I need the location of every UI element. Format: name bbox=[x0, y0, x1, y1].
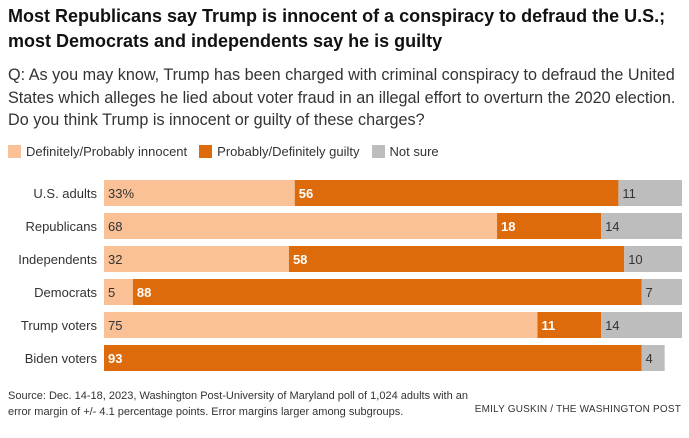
bar-innocent-democrats bbox=[104, 279, 133, 305]
data-label-innocent-u-s-adults: 33% bbox=[108, 186, 134, 201]
category-label-u-s-adults: U.S. adults bbox=[33, 186, 97, 201]
data-label-innocent-democrats: 5 bbox=[108, 285, 115, 300]
source-note: Source: Dec. 14-18, 2023, Washington Pos… bbox=[8, 390, 469, 418]
bar-innocent-u-s-adults bbox=[104, 180, 295, 206]
data-label-guilty-trump-voters: 11 bbox=[542, 318, 556, 333]
data-label-innocent-trump-voters: 75 bbox=[108, 318, 122, 333]
bar-guilty-republicans bbox=[497, 213, 602, 239]
legend-item-innocent: Definitely/Probably innocent bbox=[8, 144, 187, 159]
credit-line: EMILY GUSKIN / THE WASHINGTON POST bbox=[474, 404, 681, 415]
bar-not-sure-independents bbox=[624, 246, 682, 272]
data-label-guilty-u-s-adults: 56 bbox=[299, 186, 313, 201]
bar-guilty-u-s-adults bbox=[294, 180, 619, 206]
data-label-not-sure-republicans: 14 bbox=[605, 219, 619, 234]
data-label-guilty-republicans: 18 bbox=[501, 219, 515, 234]
bar-guilty-independents bbox=[288, 246, 625, 272]
legend-item-not-sure: Not sure bbox=[371, 143, 439, 159]
bar-innocent-trump-voters bbox=[104, 312, 538, 338]
legend-swatch-not-sure bbox=[371, 144, 385, 158]
data-label-not-sure-independents: 10 bbox=[628, 252, 642, 267]
bar-not-sure-democrats bbox=[641, 279, 682, 305]
bar-not-sure-trump-voters bbox=[601, 312, 682, 338]
data-label-not-sure-democrats: 7 bbox=[646, 285, 653, 300]
data-label-not-sure-biden-voters: 4 bbox=[646, 351, 653, 366]
data-label-innocent-independents: 32 bbox=[108, 252, 122, 267]
data-label-not-sure-trump-voters: 14 bbox=[605, 318, 619, 333]
data-label-guilty-democrats: 88 bbox=[137, 285, 151, 300]
data-label-guilty-biden-voters: 93 bbox=[108, 351, 122, 366]
bar-not-sure-u-s-adults bbox=[618, 180, 682, 206]
data-label-innocent-republicans: 68 bbox=[108, 219, 122, 234]
chart-legend: Definitely/Probably innocent Probably/De… bbox=[8, 142, 451, 160]
legend-label-guilty: Probably/Definitely guilty bbox=[217, 143, 360, 159]
category-label-biden-voters: Biden voters bbox=[25, 351, 98, 366]
chart-title: Most Republicans say Trump is innocent o… bbox=[8, 6, 666, 51]
legend-item-guilty: Probably/Definitely guilty bbox=[199, 143, 360, 159]
category-label-republicans: Republicans bbox=[25, 219, 97, 234]
stacked-bar-chart: U.S. adults 33% 56 11 Republicans 68 18 14 Indep… bbox=[18, 180, 682, 371]
legend-label-not-sure: Not sure bbox=[389, 143, 439, 159]
bar-not-sure-republicans bbox=[601, 213, 682, 239]
data-label-guilty-independents: 58 bbox=[293, 252, 307, 267]
category-label-trump-voters: Trump voters bbox=[21, 318, 98, 333]
category-label-independents: Independents bbox=[18, 252, 97, 267]
bar-not-sure-biden-voters bbox=[641, 345, 665, 371]
bar-guilty-biden-voters bbox=[104, 345, 642, 371]
data-label-not-sure-u-s-adults: 11 bbox=[622, 186, 636, 201]
bar-innocent-republicans bbox=[104, 213, 498, 239]
legend-swatch-guilty bbox=[199, 144, 213, 158]
legend-swatch-innocent bbox=[8, 144, 21, 158]
bar-guilty-trump-voters bbox=[537, 312, 602, 338]
category-label-democrats: Democrats bbox=[34, 285, 97, 300]
bar-guilty-democrats bbox=[132, 279, 642, 305]
survey-question: Q: As you may know, Trump has been charg… bbox=[8, 66, 676, 129]
legend-label-innocent: Definitely/Probably innocent bbox=[26, 143, 188, 159]
bar-innocent-independents bbox=[104, 246, 289, 272]
